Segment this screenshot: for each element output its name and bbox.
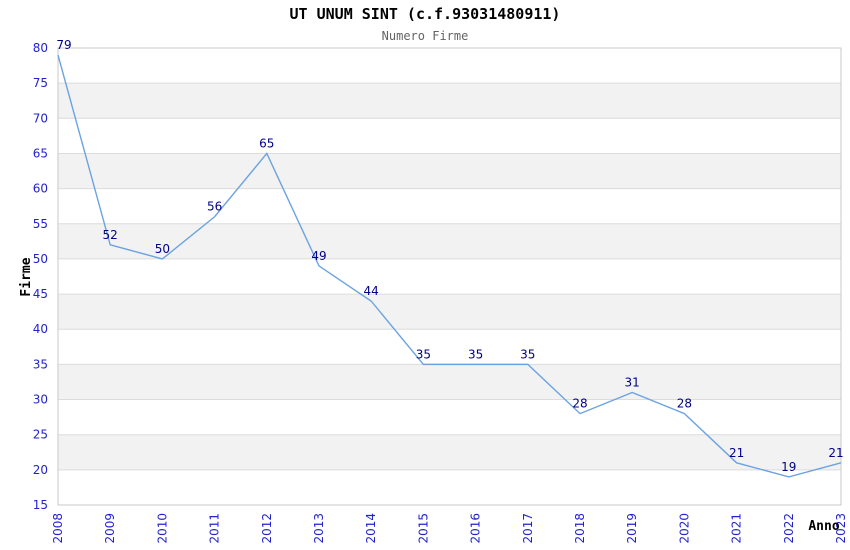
x-tick-label: 2015 — [416, 513, 430, 544]
data-label: 19 — [781, 460, 796, 474]
x-axis-title: Anno — [808, 519, 839, 534]
data-label: 21 — [828, 446, 843, 460]
background-bands — [58, 83, 841, 470]
y-axis-tick-labels: 15 20 25 30 35 40 45 50 55 60 65 70 75 80 — [33, 41, 48, 512]
y-tick-label: 45 — [33, 287, 48, 301]
data-label: 65 — [259, 136, 274, 150]
data-label: 28 — [677, 397, 692, 411]
chart-title: UT UNUM SINT (c.f.93031480911) — [290, 5, 561, 23]
y-tick-label: 65 — [33, 146, 48, 160]
band — [58, 294, 841, 330]
data-label: 56 — [207, 200, 222, 214]
y-tick-label: 20 — [33, 463, 48, 477]
band — [58, 153, 841, 189]
data-label: 49 — [311, 249, 326, 263]
y-axis-title: Firme — [19, 257, 34, 296]
band — [58, 434, 841, 470]
data-label: 35 — [468, 347, 483, 361]
x-tick-label: 2014 — [364, 513, 378, 544]
x-tick-label: 2008 — [51, 513, 65, 544]
x-tick-label: 2022 — [782, 513, 796, 544]
data-label: 21 — [729, 446, 744, 460]
x-tick-label: 2018 — [573, 513, 587, 544]
band — [58, 364, 841, 400]
y-tick-label: 40 — [33, 322, 48, 336]
y-tick-label: 35 — [33, 357, 48, 371]
y-tick-label: 55 — [33, 217, 48, 231]
x-tick-label: 2013 — [312, 513, 326, 544]
band — [58, 223, 841, 259]
chart-subtitle: Numero Firme — [382, 29, 469, 43]
y-tick-label: 75 — [33, 76, 48, 90]
data-label: 35 — [520, 347, 535, 361]
x-tick-label: 2010 — [155, 513, 169, 544]
x-tick-label: 2019 — [625, 513, 639, 544]
data-label: 44 — [364, 284, 379, 298]
data-labels: 79 52 50 56 65 49 44 35 35 35 28 31 28 21 19 21 — [56, 38, 843, 474]
y-tick-label: 80 — [33, 41, 48, 55]
data-series — [57, 54, 842, 478]
x-axis-tick-labels: 2008 2009 2010 2011 2012 2013 2014 2015 2016 2017… — [51, 513, 848, 544]
x-tick-label: 2023 — [834, 513, 848, 544]
x-tick-label: 2021 — [730, 513, 744, 544]
y-tick-label: 30 — [33, 393, 48, 407]
x-tick-label: 2009 — [103, 513, 117, 544]
data-label: 50 — [155, 242, 170, 256]
y-tick-label: 25 — [33, 428, 48, 442]
x-tick-label: 2017 — [521, 513, 535, 544]
x-tick-label: 2012 — [260, 513, 274, 544]
x-tick-label: 2020 — [677, 513, 691, 544]
data-label: 31 — [625, 376, 640, 390]
data-label: 35 — [416, 347, 431, 361]
data-label: 52 — [103, 228, 118, 242]
data-label: 28 — [572, 397, 587, 411]
x-tick-label: 2011 — [208, 513, 222, 544]
y-tick-label: 50 — [33, 252, 48, 266]
x-tick-label: 2016 — [469, 513, 483, 544]
y-tick-label: 60 — [33, 182, 48, 196]
data-label: 79 — [56, 38, 71, 52]
y-tick-label: 70 — [33, 111, 48, 125]
y-tick-label: 15 — [33, 498, 48, 512]
band — [58, 83, 841, 119]
series-polyline — [57, 54, 842, 478]
plot-area-border — [57, 47, 842, 506]
